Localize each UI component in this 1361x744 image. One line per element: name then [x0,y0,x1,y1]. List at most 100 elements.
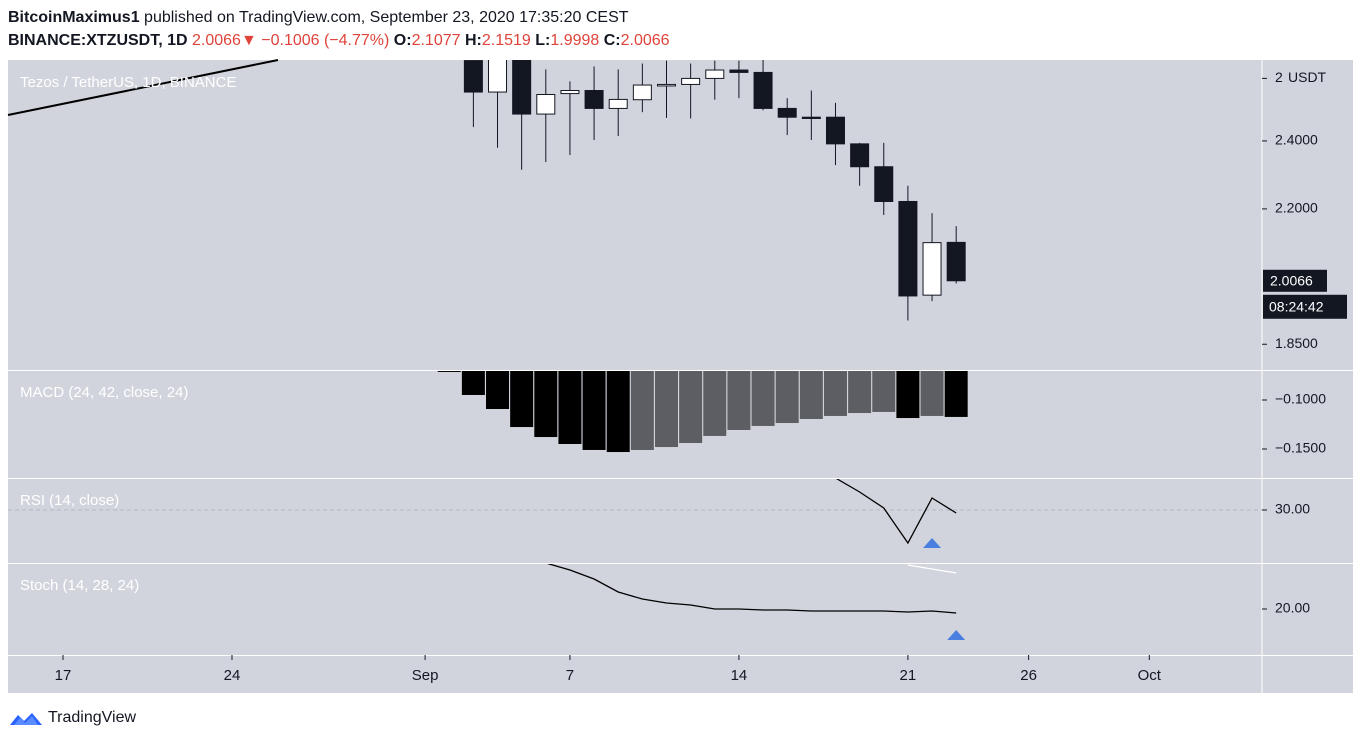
x-tick-label: 24 [224,667,241,684]
ohlc-key: H: [464,32,482,49]
signal-marker [947,630,966,640]
indicator-line [835,478,957,545]
header-line: BINANCE:XTZUSDT, 1D 2.0066▼ −0.1006 (−4.… [8,29,670,52]
indicator-line [545,563,957,614]
author: BitcoinMaximus1 [8,9,140,26]
x-tick-label: 21 [900,667,917,684]
pane-label: MACD (24, 42, close, 24) [20,384,188,401]
pane-label: Stoch (14, 28, 24) [20,577,139,594]
y-tick-label: −0.1000 [1275,391,1326,407]
histogram-bar [920,370,944,416]
histogram-bar [630,370,654,450]
candle-body [898,200,918,297]
candle-body [777,107,797,118]
footer: TradingView [8,707,136,729]
pane [463,60,966,321]
y-tick-label: 2 [1275,69,1283,85]
candle-body [850,143,870,168]
candle-body [874,166,894,202]
candle-body [488,60,508,93]
candle-body [922,242,942,296]
brand: TradingView [48,709,137,726]
symbol: BINANCE:XTZUSDT, 1D [8,32,188,49]
histogram-bar [799,370,823,420]
histogram-bar [944,370,968,417]
y-tick-label: 20.00 [1275,600,1310,616]
histogram-bar [679,370,703,444]
x-tick-label: Oct [1138,667,1162,684]
ohlc: O:2.1077 H:2.1519 L:1.9998 C:2.0066 [394,32,670,49]
signal-marker [923,538,942,548]
pane-label: Tezos / TetherUS, 1D, BINANCE [20,74,236,91]
y-tick-label: 1.8500 [1275,335,1318,351]
header: BitcoinMaximus1 published on TradingView… [8,6,670,52]
histogram-bar [775,370,799,424]
change: −0.1006 (−4.77%) [261,32,390,49]
ohlc-value: 2.0066 [620,32,670,49]
unit-label: USDT [1288,69,1327,85]
histogram-bar [510,370,534,428]
countdown-tag [1263,294,1347,319]
candle-body [632,84,652,101]
candle-body [729,69,749,73]
pane [545,563,957,614]
histogram-bar [872,370,896,412]
pane [8,478,1262,545]
header-line: BitcoinMaximus1 published on TradingView… [8,6,670,29]
arrow: ▼ [240,32,257,49]
logo [10,713,42,725]
candle-body [463,60,483,93]
histogram-bar [486,370,510,410]
candle-body [825,116,845,145]
candle-body [560,90,580,95]
y-tick-label: 2.2000 [1275,200,1318,216]
ohlc-key: C: [603,32,621,49]
candle-body [512,60,532,115]
pane [437,370,968,453]
x-tick-label: 14 [731,667,748,684]
histogram-bar [896,370,920,419]
price-tag-label: 2.0066 [1270,272,1313,288]
histogram-bar [558,370,582,444]
chart: Tezos / TetherUS, 1D, BINANCE 1.8500 2.200… [7,59,1353,693]
candle-body [608,98,628,109]
y-tick-label: −0.1500 [1275,440,1326,456]
candle-body [584,90,604,109]
ohlc-value: 2.1519 [481,32,531,49]
candle-body [801,116,821,119]
trend-line [7,59,279,116]
candle-body [536,93,556,115]
published: published on TradingView.com, September … [144,9,629,26]
ohlc-key: O: [393,32,412,49]
histogram-bar [823,370,847,416]
histogram-bar [606,370,630,453]
histogram-bar [848,370,872,414]
x-tick-label: 26 [1020,667,1037,684]
candle-body [753,71,773,109]
indicator-line [907,564,957,574]
pane-label: RSI (14, close) [20,492,119,509]
candle-body [681,77,701,85]
candle-body [946,241,966,282]
x-tick-label: 17 [55,667,72,684]
histogram-bar [534,370,558,438]
y-tick-label: 2.4000 [1275,132,1318,148]
histogram-bar [582,370,606,450]
histogram-bar [461,370,485,395]
x-tick-label: 7 [566,667,574,684]
price-tag [1263,269,1327,292]
histogram-bar [655,370,678,448]
last: 2.0066 [192,32,241,49]
candle-body [705,69,725,79]
candle-body [657,83,676,87]
histogram-bar [703,370,727,436]
countdown-label: 08:24:42 [1269,298,1324,314]
ohlc-value: 2.1077 [411,32,461,49]
y-tick-label: 30.00 [1275,501,1310,517]
ohlc-key: L: [535,32,551,49]
histogram-bar [727,370,751,430]
x-tick-label: Sep [412,667,439,684]
histogram-bar [751,370,775,426]
ohlc-value: 1.9998 [550,32,600,49]
